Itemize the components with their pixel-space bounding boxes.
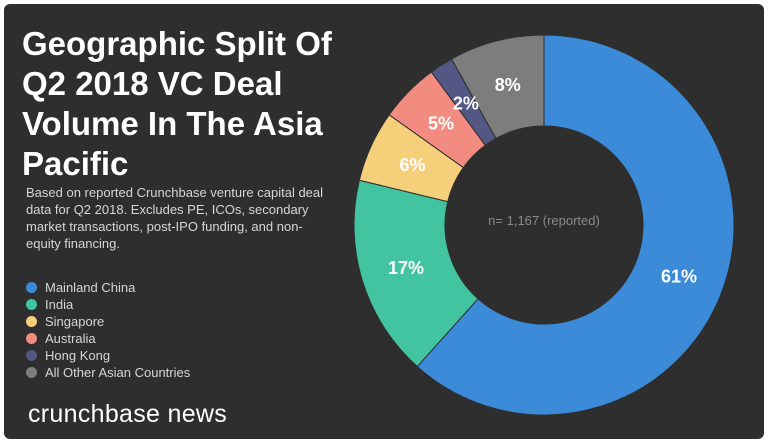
- legend-swatch: [26, 299, 37, 310]
- slice-label-australia: 5%: [428, 114, 454, 134]
- legend-label: Australia: [45, 331, 96, 346]
- chart-legend: Mainland China India Singapore Australia…: [26, 279, 190, 381]
- legend-item-hong-kong: Hong Kong: [26, 347, 190, 364]
- legend-swatch: [26, 367, 37, 378]
- slice-india: [353, 179, 479, 368]
- legend-label: Hong Kong: [45, 348, 111, 363]
- brand-logo: crunchbase news: [28, 400, 228, 428]
- legend-label: Mainland China: [45, 280, 136, 295]
- donut-center-label: n= 1,167 (reported): [488, 213, 600, 228]
- donut-slices: [353, 34, 735, 416]
- slice-mainland-china: [416, 34, 735, 416]
- slice-label-all-other-asian-countries: 8%: [495, 75, 521, 95]
- legend-label: All Other Asian Countries: [45, 365, 191, 380]
- slice-label-mainland-china: 61%: [661, 267, 697, 287]
- legend-swatch: [26, 350, 37, 361]
- slice-all-other-asian-countries: [450, 34, 545, 140]
- chart-title: Geographic Split Of Q2 2018 VC Deal Volu…: [22, 25, 332, 182]
- legend-item-australia: Australia: [26, 330, 190, 347]
- legend-item-other-asian-countries: All Other Asian Countries: [26, 364, 190, 381]
- slice-label-hong-kong: 2%: [453, 93, 479, 113]
- legend-swatch: [26, 282, 37, 293]
- chart-subtitle: Based on reported Crunchbase venture cap…: [26, 185, 324, 251]
- legend-swatch: [26, 316, 37, 327]
- legend-swatch: [26, 333, 37, 344]
- legend-item-mainland-china: Mainland China: [26, 279, 190, 296]
- legend-label: India: [45, 297, 74, 312]
- donut-slice-labels: 61% 17% 6% 5%2% 8%: [388, 75, 697, 286]
- slice-label-india: 17%: [388, 258, 424, 278]
- legend-item-india: India: [26, 296, 190, 313]
- legend-item-singapore: Singapore: [26, 313, 190, 330]
- legend-label: Singapore: [45, 314, 105, 329]
- slice-label-singapore: 6%: [400, 155, 426, 175]
